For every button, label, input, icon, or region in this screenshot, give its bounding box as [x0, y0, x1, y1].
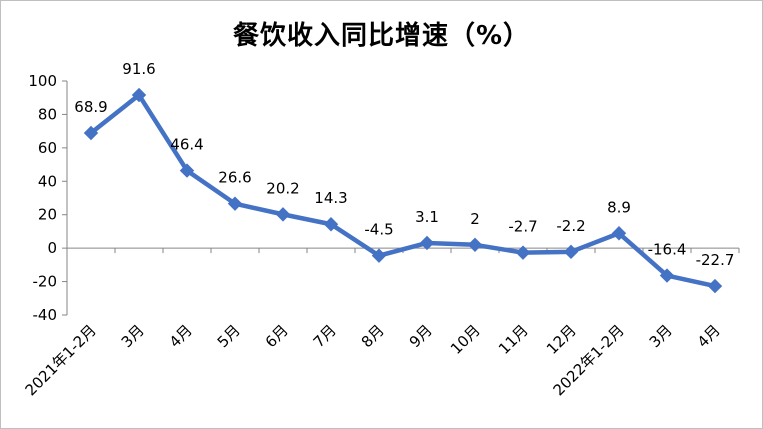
data-label: -2.2 — [556, 217, 585, 235]
data-point-marker — [83, 125, 99, 141]
y-tick-label: 0 — [47, 239, 57, 257]
data-label: -2.7 — [508, 218, 537, 236]
data-label: -4.5 — [364, 221, 393, 239]
data-label: 91.6 — [122, 60, 155, 78]
data-label: 14.3 — [314, 189, 347, 207]
data-point-marker — [227, 196, 243, 211]
data-label: 2 — [470, 210, 480, 228]
data-label: 26.6 — [218, 169, 251, 187]
data-label: 46.4 — [170, 136, 203, 154]
y-tick-label: 40 — [38, 172, 57, 190]
data-point-marker — [371, 248, 387, 263]
data-point-marker — [179, 163, 195, 178]
data-label: 3.1 — [415, 208, 439, 226]
data-label: 20.2 — [266, 179, 299, 197]
x-tick-label: 3月 — [646, 321, 676, 351]
x-tick-label: 3月 — [118, 321, 148, 351]
x-tick-label: 7月 — [310, 321, 340, 351]
data-point-marker — [323, 217, 339, 232]
x-tick-label: 5月 — [214, 321, 244, 351]
y-tick-label: 80 — [38, 105, 57, 123]
x-tick-label: 8月 — [358, 321, 388, 351]
x-tick-label: 10月 — [447, 321, 484, 358]
x-tick-label: 4月 — [694, 321, 724, 351]
y-tick-label: 100 — [28, 72, 57, 90]
data-point-marker — [419, 235, 435, 251]
data-point-marker — [131, 87, 147, 103]
data-point-marker — [515, 245, 531, 260]
data-point-marker — [659, 268, 675, 283]
data-point-marker — [707, 278, 723, 294]
series-line — [88, 92, 718, 289]
data-label: -22.7 — [696, 251, 735, 269]
y-tick-label: 20 — [38, 206, 57, 224]
y-tick-label: 60 — [38, 139, 57, 157]
data-point-marker — [467, 237, 483, 253]
y-tick-label: -20 — [33, 273, 58, 291]
x-tick-label: 2021年1-2月 — [22, 321, 100, 399]
x-tick-label: 4月 — [166, 321, 196, 351]
y-tick-label: -40 — [33, 306, 58, 324]
chart-title: 餐饮收入同比增速（%） — [232, 21, 531, 51]
data-label: 68.9 — [74, 98, 107, 116]
data-label: -16.4 — [648, 241, 687, 259]
data-point-marker — [563, 244, 579, 260]
x-tick-label: 6月 — [262, 321, 292, 351]
data-point-marker — [275, 207, 291, 222]
x-tick-label: 11月 — [495, 321, 532, 358]
data-point-marker — [611, 226, 627, 241]
x-tick-label: 12月 — [543, 321, 580, 358]
data-label: 8.9 — [607, 198, 631, 216]
x-tick-label: 9月 — [406, 321, 436, 351]
